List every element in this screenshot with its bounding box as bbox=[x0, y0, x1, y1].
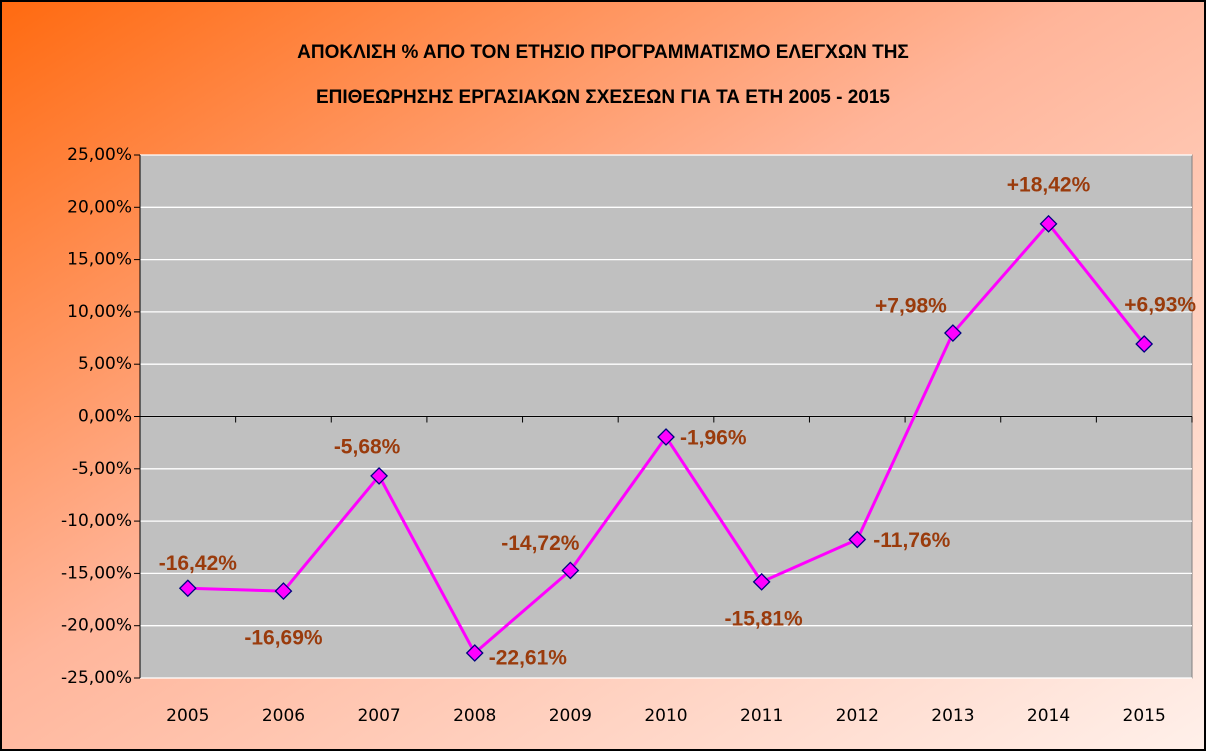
x-tick-label: 2014 bbox=[1027, 706, 1070, 726]
y-tick-label: 15,00% bbox=[67, 250, 132, 270]
y-tick-label: 0,00% bbox=[78, 407, 132, 427]
data-label: -22,61% bbox=[489, 647, 568, 670]
marker bbox=[561, 561, 580, 580]
data-label: +7,98% bbox=[875, 295, 947, 318]
y-tick-label: -25,00% bbox=[61, 668, 132, 688]
x-tick-label: 2007 bbox=[357, 706, 400, 726]
x-tick-label: 2011 bbox=[740, 706, 783, 726]
x-tick-label: 2013 bbox=[931, 706, 974, 726]
marker bbox=[752, 572, 771, 591]
marker bbox=[370, 466, 389, 485]
x-tick-label: 2008 bbox=[453, 706, 496, 726]
marker bbox=[1039, 214, 1058, 233]
marker bbox=[178, 579, 197, 598]
marker bbox=[848, 530, 867, 549]
marker bbox=[943, 324, 962, 342]
x-tick-label: 2009 bbox=[549, 706, 592, 726]
data-label: +18,42% bbox=[1007, 173, 1091, 196]
marker bbox=[465, 644, 484, 662]
y-tick-label: 25,00% bbox=[67, 145, 132, 165]
x-tick-label: 2015 bbox=[1123, 706, 1166, 726]
y-tick-label: -10,00% bbox=[61, 511, 132, 531]
x-tick-label: 2006 bbox=[262, 706, 305, 726]
x-tick-label: 2012 bbox=[836, 706, 879, 726]
chart-title: ΑΠΟΚΛΙΣΗ % ΑΠΟ ΤΟΝ ΕΤΗΣΙΟ ΠΡΟΓΡΑΜΜΑΤΙΣΜΟ… bbox=[297, 42, 909, 63]
data-label: -1,96% bbox=[680, 427, 747, 450]
y-tick-label: 10,00% bbox=[67, 302, 132, 322]
data-label: -5,68% bbox=[334, 435, 401, 458]
marker bbox=[1135, 335, 1154, 353]
data-label: -11,76% bbox=[873, 529, 950, 552]
marker bbox=[274, 582, 293, 600]
marker bbox=[657, 428, 675, 446]
data-label: -15,81% bbox=[725, 607, 804, 630]
x-tick-label: 2005 bbox=[166, 706, 209, 726]
data-label: -16,42% bbox=[159, 552, 238, 575]
data-label: -16,69% bbox=[244, 627, 323, 650]
y-tick-label: 20,00% bbox=[67, 197, 132, 217]
y-tick-label: -15,00% bbox=[61, 563, 132, 583]
y-tick-label: -5,00% bbox=[72, 459, 132, 479]
data-label: +6,93% bbox=[1124, 294, 1196, 317]
y-tick-label: -20,00% bbox=[61, 616, 132, 636]
y-tick-label: 5,00% bbox=[78, 354, 132, 374]
x-tick-label: 2010 bbox=[644, 706, 687, 726]
data-label: -14,72% bbox=[501, 532, 580, 555]
chart-title: ΕΠΙΘΕΩΡΗΣΗΣ ΕΡΓΑΣΙΑΚΩΝ ΣΧΕΣΕΩΝ ΓΙΑ ΤΑ ΕΤ… bbox=[316, 87, 890, 108]
